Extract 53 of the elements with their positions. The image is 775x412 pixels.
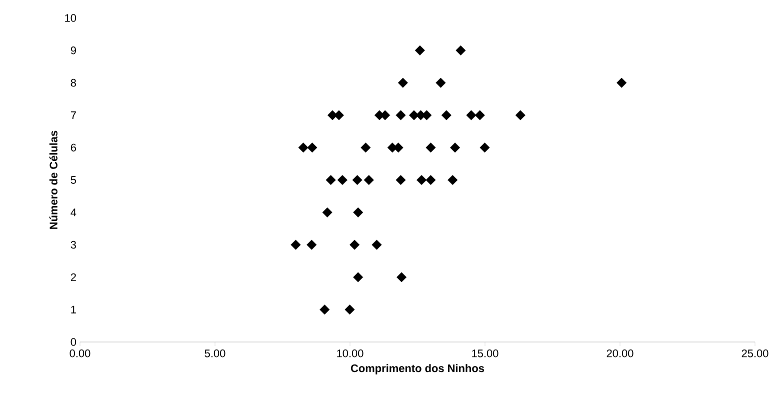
- point: [416, 174, 427, 186]
- point: [326, 174, 336, 186]
- point: [353, 272, 364, 282]
- point: [337, 174, 348, 186]
- point: [396, 174, 406, 186]
- point: [398, 78, 408, 88]
- point: [307, 142, 318, 153]
- y-tick-label: 1: [71, 306, 76, 314]
- point: [456, 45, 466, 56]
- point: [352, 174, 362, 186]
- point: [320, 304, 330, 315]
- x-tick-label: 20.00: [606, 350, 634, 358]
- y-tick-label: 0: [70, 338, 76, 346]
- y-tick-label: 9: [70, 46, 76, 54]
- point: [322, 207, 332, 218]
- point: [372, 240, 382, 250]
- y-tick-label: 10: [65, 14, 76, 22]
- point: [616, 78, 627, 88]
- point: [396, 110, 406, 120]
- y-tick-label: 6: [70, 144, 76, 152]
- point: [350, 240, 360, 250]
- point: [474, 110, 485, 120]
- x-tick-label: 0.00: [70, 350, 90, 358]
- point: [306, 240, 317, 250]
- point: [396, 272, 407, 282]
- point: [353, 207, 364, 218]
- y-tick-label: 4: [70, 208, 76, 216]
- y-tick-label: 5: [70, 176, 76, 184]
- y-tick-label: 7: [70, 111, 76, 119]
- x-tick-label: 25.00: [742, 350, 768, 358]
- point: [360, 142, 371, 153]
- point: [298, 142, 308, 153]
- point: [426, 174, 436, 186]
- y-tick-label: 3: [70, 240, 76, 249]
- x-tick-label: 10.00: [337, 350, 364, 358]
- y-axis-title: Número de Células: [49, 130, 58, 229]
- point: [480, 142, 490, 153]
- x-axis-title: Comprimento dos Ninhos: [350, 364, 484, 374]
- y-tick-label: 2: [70, 273, 76, 282]
- x-tick-label: 15.00: [472, 350, 498, 358]
- point: [450, 142, 460, 153]
- point: [414, 45, 425, 56]
- point: [441, 110, 452, 120]
- point: [344, 304, 355, 315]
- point: [290, 240, 301, 250]
- point: [436, 78, 446, 88]
- point: [364, 174, 374, 186]
- point: [466, 110, 476, 120]
- x-tick-label: 5.00: [204, 350, 226, 358]
- point: [448, 174, 458, 186]
- point: [515, 110, 526, 120]
- y-tick-label: 8: [70, 78, 76, 87]
- point: [426, 142, 436, 153]
